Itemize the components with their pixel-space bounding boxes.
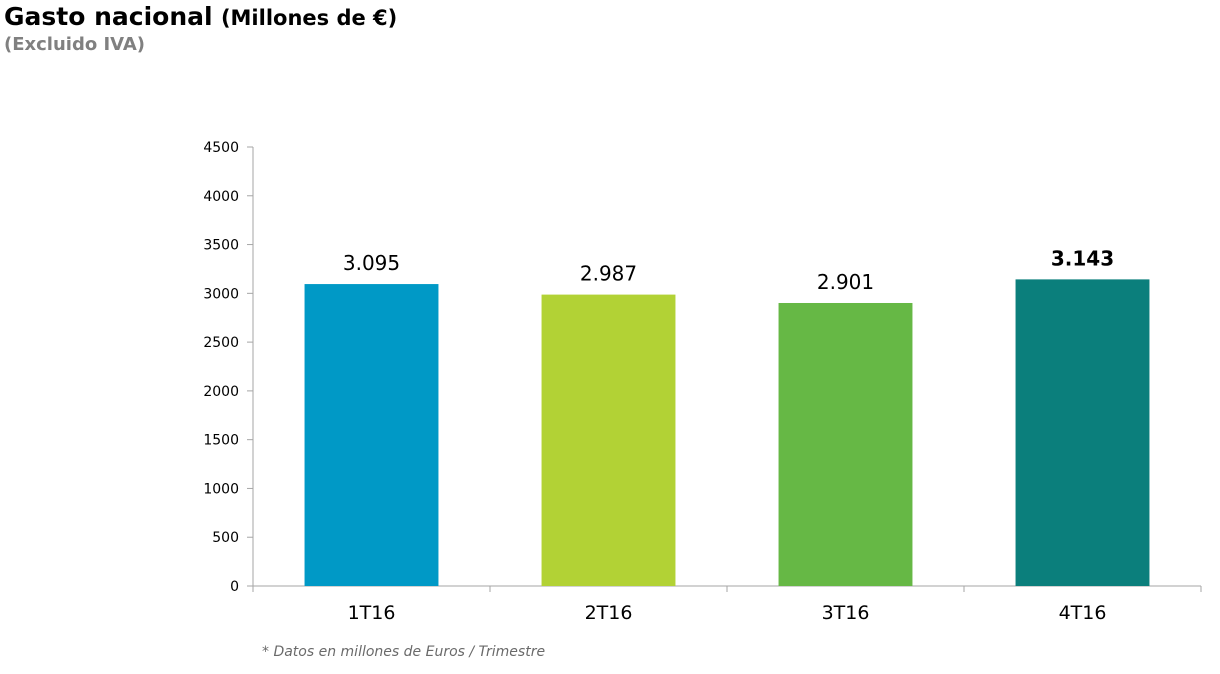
bar-value-label: 3.143 <box>1051 246 1114 270</box>
y-tick-label: 4000 <box>203 189 239 205</box>
bar-4T16 <box>1015 279 1150 586</box>
chart-subtitle: (Excluido IVA) <box>4 34 146 55</box>
bar-value-label: 2.901 <box>817 270 874 294</box>
bar-3T16 <box>778 302 913 586</box>
bar-value-label: 2.987 <box>580 262 637 286</box>
y-tick-label: 4500 <box>203 140 239 156</box>
x-axis: 1T16 2T16 3T16 4T16 <box>252 585 1202 624</box>
x-tick-label: 1T16 <box>348 602 396 624</box>
bar-1T16 <box>304 284 439 586</box>
y-tick-label: 1500 <box>203 433 239 449</box>
y-axis: 0 500 1000 1500 2000 2500 3000 3500 4000 4500 <box>203 140 254 595</box>
y-tick-label: 1000 <box>203 481 239 497</box>
y-tick-label: 2500 <box>203 335 239 351</box>
x-tick-label: 2T16 <box>585 602 633 624</box>
bar-2T16 <box>541 294 676 586</box>
chart-title-main: Gasto nacional <box>4 2 213 31</box>
y-tick-label: 500 <box>212 530 239 546</box>
bar-value-labels: 3.095 2.987 2.901 3.143 <box>343 246 1114 294</box>
x-tick-label: 4T16 <box>1059 602 1107 624</box>
bars <box>304 279 1150 586</box>
x-tick-label: 3T16 <box>822 602 870 624</box>
footnote: * Datos en millones de Euros / Trimestre <box>262 644 546 660</box>
chart-header: Gasto nacional (Millones de €) (Excluido… <box>4 3 397 56</box>
y-tick-label: 3500 <box>203 238 239 254</box>
y-tick-label: 3000 <box>203 286 239 302</box>
chart-title: Gasto nacional (Millones de €) <box>4 3 397 32</box>
chart-title-unit: (Millones de €) <box>220 6 398 30</box>
y-tick-label: 2000 <box>203 384 239 400</box>
bar-value-label: 3.095 <box>343 251 400 275</box>
y-tick-label: 0 <box>230 579 239 595</box>
